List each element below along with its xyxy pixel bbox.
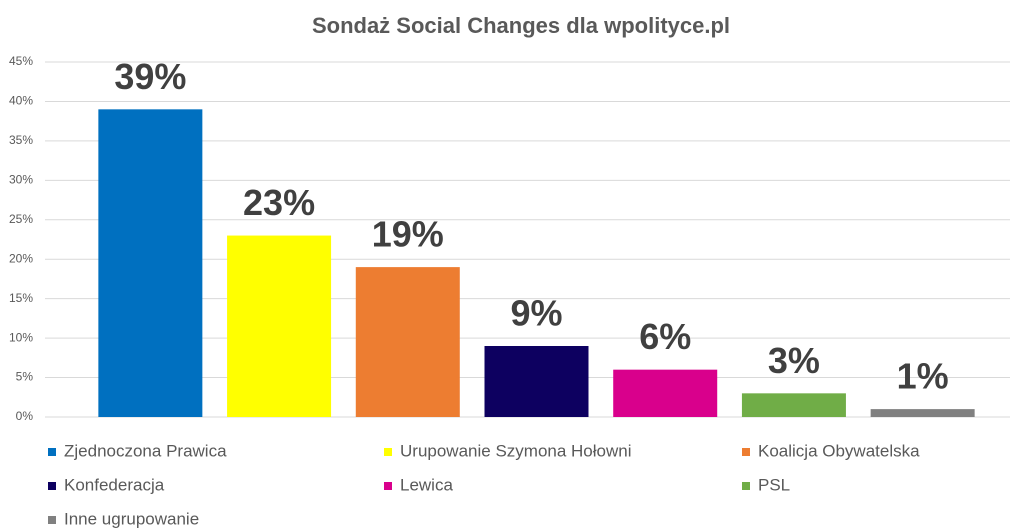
bar (355, 267, 460, 417)
value-label: 6% (639, 316, 691, 357)
legend-label: PSL (758, 475, 790, 494)
y-tick-label: 45% (9, 54, 33, 68)
value-label: 9% (510, 293, 562, 334)
value-label: 23% (243, 182, 315, 223)
legend-swatch (48, 482, 56, 490)
bar (741, 393, 846, 417)
legend-label: Inne ugrupowanie (64, 509, 199, 528)
value-label: 3% (768, 340, 820, 381)
y-tick-label: 40% (9, 94, 33, 108)
y-tick-label: 5% (16, 370, 34, 384)
y-tick-label: 20% (9, 251, 33, 265)
bar (870, 409, 975, 417)
y-tick-label: 25% (9, 212, 33, 226)
legend-label: Lewica (400, 475, 453, 494)
y-tick-label: 30% (9, 173, 33, 187)
legend-swatch (742, 482, 750, 490)
legend-swatch (48, 448, 56, 456)
legend-label: Zjednoczona Prawica (64, 441, 227, 460)
bar (98, 109, 203, 417)
legend-label: Koalicja Obywatelska (758, 441, 920, 460)
y-tick-label: 0% (16, 409, 34, 423)
y-tick-label: 15% (9, 291, 33, 305)
value-label: 19% (372, 214, 444, 255)
bar (484, 346, 589, 417)
legend-swatch (742, 448, 750, 456)
bar (227, 235, 332, 417)
legend-swatch (384, 448, 392, 456)
value-label: 39% (114, 56, 186, 97)
y-tick-label: 35% (9, 133, 33, 147)
chart-title: Sondaż Social Changes dla wpolityce.pl (312, 13, 730, 38)
y-tick-label: 10% (9, 330, 33, 344)
value-label: 1% (897, 356, 949, 397)
legend-label: Konfederacja (64, 475, 165, 494)
bar (613, 369, 718, 417)
legend-swatch (384, 482, 392, 490)
legend-swatch (48, 516, 56, 524)
legend-label: Urupowanie Szymona Hołowni (400, 441, 632, 460)
